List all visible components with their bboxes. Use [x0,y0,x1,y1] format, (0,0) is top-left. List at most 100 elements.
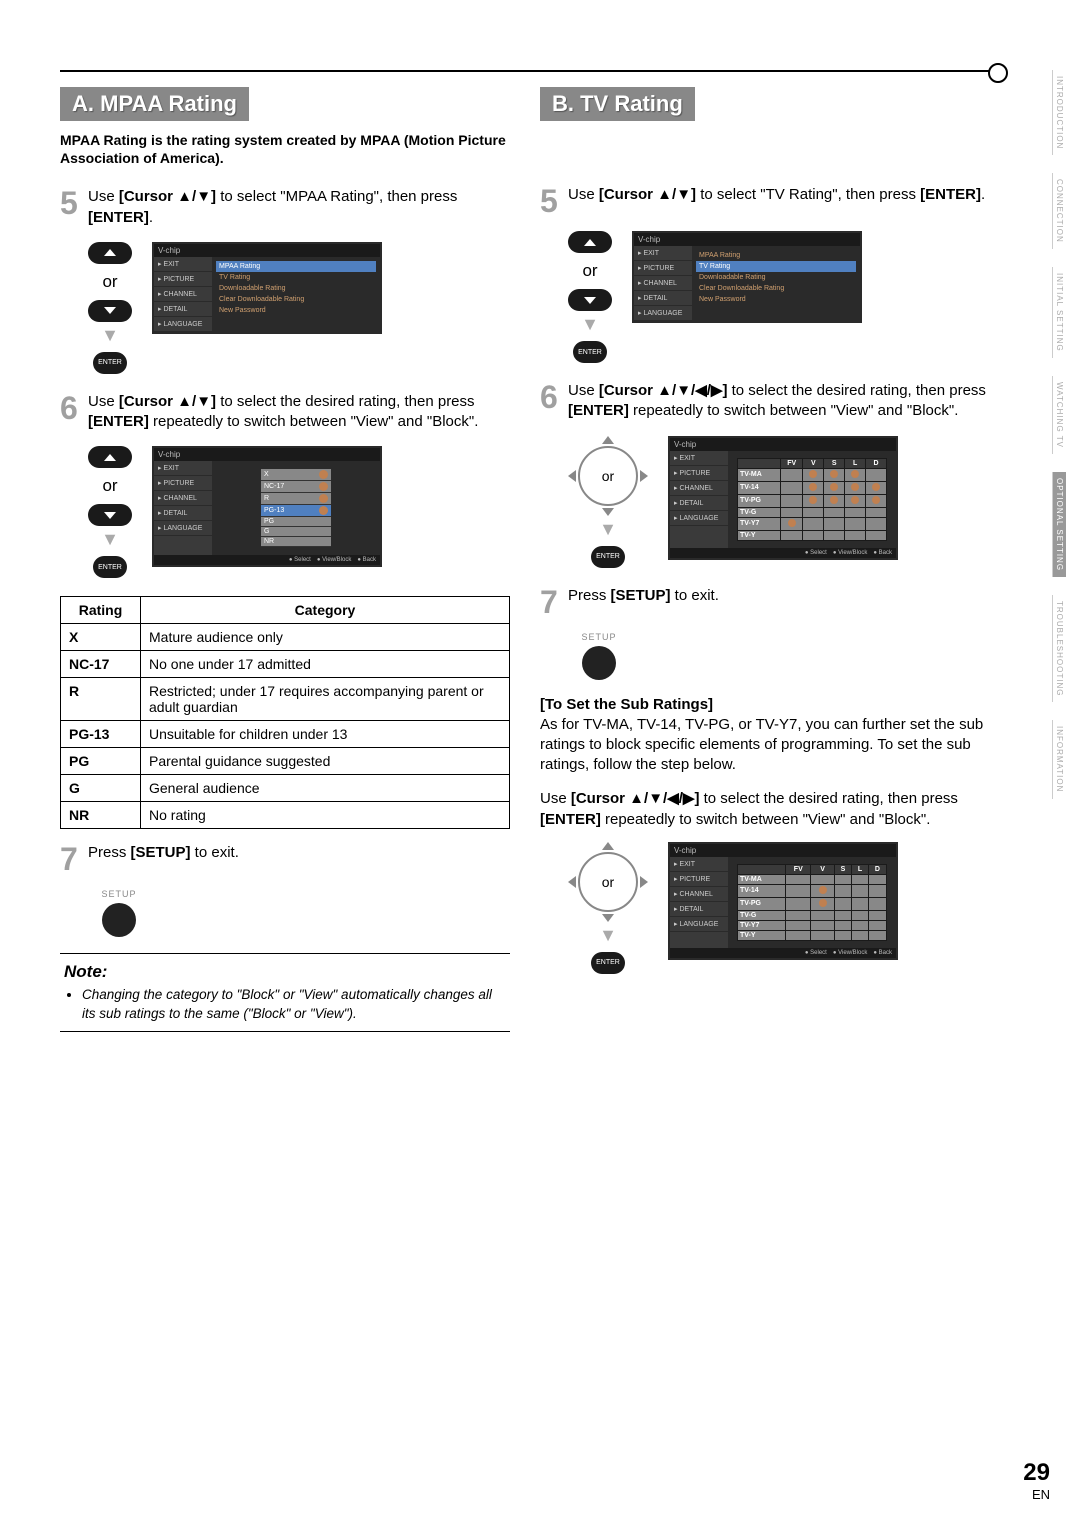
section-a-title: A. MPAA Rating [60,87,249,121]
dpad-icon: or [568,842,648,922]
step-number: 7 [60,843,88,875]
mpaa-ratings-table: RatingCategory XMature audience onlyNC-1… [60,596,510,829]
side-tab: OPTIONAL SETTING [1052,472,1066,577]
setup-button [582,646,616,680]
step-5-right: 5 Use [Cursor ▲/▼] to select "TV Rating"… [540,185,990,217]
cursor-down-button [568,289,612,311]
table-cell: Unsuitable for children under 13 [141,721,510,748]
tv-grid-container: FVVSLDTV-MATV-14TV-PGTV-GTV-Y7TV-Y [728,857,896,948]
side-tab: WATCHING TV [1052,376,1066,454]
note-box: Note: Changing the category to "Block" o… [60,953,510,1031]
cursor-up-button [568,231,612,253]
tv-footer: ● Select● View/Block● Back [670,948,896,958]
cursor-down-button [88,504,132,526]
down-arrow-icon: ▼ [101,326,119,344]
setup-label: SETUP [101,889,136,899]
setup-label: SETUP [581,632,616,642]
sub-ratings-heading: [To Set the Sub Ratings] [540,696,990,713]
step-5-left: 5 Use [Cursor ▲/▼] to select "MPAA Ratin… [60,187,510,228]
tv-side-menu: ▸ EXIT▸ PICTURE▸ CHANNEL▸ DETAIL▸ LANGUA… [154,461,212,555]
manual-page: A. MPAA Rating MPAA Rating is the rating… [0,0,1020,1062]
side-tabs: INTRODUCTIONCONNECTIONINITIAL SETTINGWAT… [1052,70,1074,817]
remote-updown: or ▼ ENTER [88,446,132,578]
table-cell: PG-13 [61,721,141,748]
table-cell: Parental guidance suggested [141,748,510,775]
table-cell: General audience [141,775,510,802]
down-arrow-icon: ▼ [581,315,599,333]
setup-button [102,903,136,937]
cursor-down-button [88,300,132,322]
step-text: Use [Cursor ▲/▼] to select "TV Rating", … [568,185,990,217]
step-number: 6 [540,381,568,422]
table-cell: PG [61,748,141,775]
tv-screen-grid: V-chip ▸ EXIT▸ PICTURE▸ CHANNEL▸ DETAIL▸… [668,436,898,560]
remote-updown: or ▼ ENTER [88,242,132,374]
tv-screen-menu: V-chip ▸ EXIT▸ PICTURE▸ CHANNEL▸ DETAIL▸… [632,231,862,323]
table-cell: Mature audience only [141,624,510,651]
down-arrow-icon: ▼ [599,926,617,944]
step-text: Use [Cursor ▲/▼/◀/▶] to select the desir… [568,381,990,422]
tv-main-menu: MPAA RatingTV RatingDownloadable RatingC… [692,246,860,321]
sub-ratings-body: As for TV-MA, TV-14, TV-PG, or TV-Y7, yo… [540,715,990,776]
tv-screen-ratings: V-chip ▸ EXIT▸ PICTURE▸ CHANNEL▸ DETAIL▸… [152,446,382,567]
tv-screen-menu: V-chip ▸ EXIT▸ PICTURE▸ CHANNEL▸ DETAIL▸… [152,242,382,334]
tv-grid-container: FVVSLDTV-MATV-14TV-PGTV-GTV-Y7TV-Y [728,451,896,548]
table-cell: G [61,775,141,802]
table-cell: R [61,678,141,721]
step-7-left: 7 Press [SETUP] to exit. [60,843,510,875]
step-number: 6 [60,392,88,433]
cursor-up-button [88,446,132,468]
or-label: or [582,261,597,281]
table-header: Rating [61,597,141,624]
setup-button-diagram: SETUP [94,889,144,937]
mpaa-intro: MPAA Rating is the rating system created… [60,131,510,167]
note-title: Note: [64,962,506,982]
step-text: Press [SETUP] to exit. [88,843,510,875]
diagram-6-left: or ▼ ENTER V-chip ▸ EXIT▸ PICTURE▸ CHANN… [88,446,510,578]
side-tab: CONNECTION [1052,173,1066,249]
tv-footer: ● Select● View/Block● Back [154,555,380,565]
left-column: A. MPAA Rating MPAA Rating is the rating… [60,87,510,1032]
note-list: Changing the category to "Block" or "Vie… [64,986,506,1022]
step-7-right: 7 Press [SETUP] to exit. [540,586,990,618]
note-item: Changing the category to "Block" or "Vie… [82,986,506,1022]
table-cell: X [61,624,141,651]
side-tab: TROUBLESHOOTING [1052,595,1066,702]
table-cell: No one under 17 admitted [141,651,510,678]
diagram-5-right: or ▼ ENTER V-chip ▸ EXIT▸ PICTURE▸ CHANN… [568,231,990,363]
sub-ratings-step: Use [Cursor ▲/▼/◀/▶] to select the desir… [540,789,990,830]
enter-button: ENTER [591,546,625,568]
remote-updown: or ▼ ENTER [568,231,612,363]
diagram-5-left: or ▼ ENTER V-chip ▸ EXIT▸ PICTURE▸ CHANN… [88,242,510,374]
or-label: or [102,476,117,496]
page-number: 29 EN [1023,1459,1050,1502]
dpad-icon: or [568,436,648,516]
tv-screen-grid: V-chip ▸ EXIT▸ PICTURE▸ CHANNEL▸ DETAIL▸… [668,842,898,960]
tv-side-menu: ▸ EXIT▸ PICTURE▸ CHANNEL▸ DETAIL▸ LANGUA… [154,257,212,332]
step-6-right: 6 Use [Cursor ▲/▼/◀/▶] to select the des… [540,381,990,422]
down-arrow-icon: ▼ [599,520,617,538]
step-text: Press [SETUP] to exit. [568,586,990,618]
table-cell: No rating [141,802,510,829]
setup-button-diagram: SETUP [574,632,624,680]
step-text: Use [Cursor ▲/▼] to select the desired r… [88,392,510,433]
step-number: 5 [540,185,568,217]
diagram-sub-right: or ▼ ENTER V-chip ▸ EXIT▸ PICTURE▸ CHANN… [568,842,990,974]
cursor-up-button [88,242,132,264]
enter-button: ENTER [591,952,625,974]
enter-button: ENTER [573,341,607,363]
tv-side-menu: ▸ EXIT▸ PICTURE▸ CHANNEL▸ DETAIL▸ LANGUA… [670,857,728,948]
step-6-left: 6 Use [Cursor ▲/▼] to select the desired… [60,392,510,433]
tv-main-menu: MPAA RatingTV RatingDownloadable RatingC… [212,257,380,332]
table-cell: Restricted; under 17 requires accompanyi… [141,678,510,721]
section-b-title: B. TV Rating [540,87,695,121]
tv-main-ratings: XNC-17RPG-13PGGNR [212,461,380,555]
side-tab: INFORMATION [1052,720,1066,798]
table-cell: NC-17 [61,651,141,678]
or-label: or [102,272,117,292]
tv-footer: ● Select● View/Block● Back [670,548,896,558]
table-cell: NR [61,802,141,829]
tv-side-menu: ▸ EXIT▸ PICTURE▸ CHANNEL▸ DETAIL▸ LANGUA… [634,246,692,321]
remote-dpad: or ▼ ENTER [568,436,648,568]
two-column-layout: A. MPAA Rating MPAA Rating is the rating… [60,87,990,1032]
